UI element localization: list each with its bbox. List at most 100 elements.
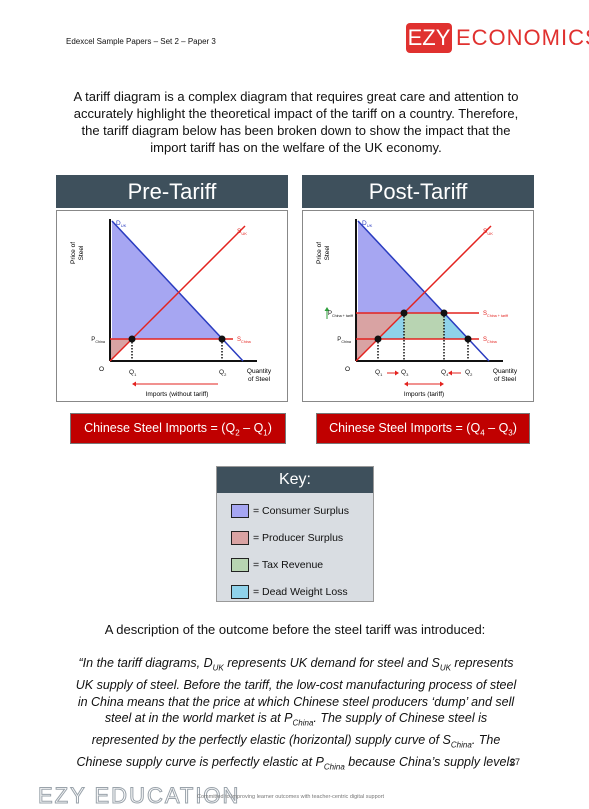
quote-text: . The Chinese supply curve is perfectly … — [76, 733, 501, 769]
caption-text: Chinese Steel Imports = ( — [84, 421, 226, 435]
label-base: D — [116, 220, 121, 227]
key-row: = Consumer Surplus — [231, 497, 373, 524]
label: SChina + tariff — [483, 311, 509, 318]
label-base: Q — [219, 369, 224, 376]
quote-text: because China’s supply levels — [344, 755, 516, 769]
origin: O — [345, 366, 350, 373]
point — [128, 335, 136, 343]
point — [218, 335, 226, 343]
caption: Chinese Steel Imports = (Q4 – Q3) — [316, 413, 530, 444]
caption-text: ) — [512, 421, 517, 435]
caption-text: – — [484, 421, 499, 435]
logo-brand: EZY — [406, 23, 452, 53]
label-sub: UK — [487, 231, 493, 236]
label-base: P — [91, 337, 95, 343]
y-axis-label: Steel — [324, 245, 331, 260]
caption-sub: 1 — [263, 428, 268, 438]
swatch — [231, 584, 249, 599]
label-sub: 4 — [446, 372, 449, 377]
caption-text: Q — [253, 421, 264, 435]
caption-sub: 2 — [235, 428, 240, 438]
label-sub: 2 — [224, 372, 227, 377]
label-base: D — [362, 220, 367, 227]
key-label: = Dead Weight Loss — [253, 585, 348, 598]
label: Q2 — [465, 369, 473, 377]
caption-text: ) — [267, 421, 272, 435]
caption-text: Chinese Steel Imports = ( — [329, 421, 471, 435]
label: SChina — [237, 337, 252, 344]
point — [464, 335, 472, 343]
x-axis-label: Quantity — [247, 368, 272, 375]
label-sub: China — [241, 340, 252, 344]
quote-sub: UK — [212, 663, 224, 673]
label: PChina — [91, 337, 106, 344]
arrow-head — [448, 370, 452, 376]
label-base: S — [483, 311, 487, 317]
label-base: S — [237, 228, 242, 235]
key-label: = Consumer Surplus — [253, 504, 350, 517]
quote-text: . The supply of Chinese steel is represe… — [91, 711, 488, 747]
point — [374, 335, 382, 343]
arrow-head — [404, 381, 408, 387]
label: Q1 — [129, 369, 137, 377]
label-sub: UK — [241, 231, 247, 236]
quote: “In the tariff diagrams, DUK represents … — [70, 655, 522, 776]
label-base: S — [237, 337, 241, 343]
label-sub: 3 — [406, 372, 409, 377]
caption-sub: 4 — [480, 428, 485, 438]
label-sub: 1 — [134, 372, 137, 377]
key-label: = Tax Revenue — [253, 558, 324, 571]
label: Q1 — [375, 369, 383, 377]
tax-revenue — [404, 313, 444, 339]
x-axis-label: Quantity — [493, 368, 518, 375]
label-base: Q — [129, 369, 134, 376]
quote-sub: UK — [439, 663, 451, 673]
label-base: Q — [465, 369, 470, 376]
label-sub: UK — [121, 223, 127, 228]
label-sub: China — [95, 340, 106, 344]
label: SChina — [483, 337, 498, 344]
label-base: S — [483, 337, 487, 343]
label-base: P — [328, 311, 332, 317]
caption-sub: 3 — [508, 428, 513, 438]
label: DUK — [362, 220, 373, 228]
label-base: Q — [441, 369, 446, 376]
quote-text: represents UK supply of steel. Before th… — [75, 656, 517, 725]
point — [440, 309, 448, 317]
header-title: Edexcel Sample Papers – Set 2 – Paper 3 — [66, 37, 216, 46]
panel-title: Post-Tariff — [302, 175, 534, 208]
label-base: S — [483, 228, 488, 235]
description-heading: A description of the outcome before the … — [104, 622, 486, 637]
caption-text: Q — [470, 421, 481, 435]
label: DUK — [116, 220, 127, 228]
label: SUK — [237, 228, 247, 236]
label-sub: 2 — [470, 372, 473, 377]
imports-label: Imports (tariff) — [404, 391, 444, 398]
quote-sub: China — [292, 718, 314, 728]
quote-sub: China — [450, 740, 472, 750]
origin: O — [99, 366, 104, 373]
y-axis-label: Steel — [78, 245, 85, 260]
label: PChina — [337, 337, 352, 344]
label-sub: China — [341, 340, 352, 344]
label-sub: China + tariff — [487, 314, 509, 318]
key-title: Key: — [217, 467, 373, 493]
y-axis-label: Price of — [70, 242, 77, 264]
key: Key: = Consumer Surplus = Producer Surpl… — [216, 466, 374, 602]
quote-sub: China — [323, 762, 345, 772]
arrow-head — [132, 381, 136, 387]
label: Q2 — [219, 369, 227, 377]
arrow-head — [324, 307, 330, 311]
label-sub: China — [487, 340, 498, 344]
x-axis-label: of Steel — [248, 376, 271, 383]
label-sub: UK — [367, 223, 373, 228]
quote-text: “In the tariff diagrams, D — [78, 656, 213, 670]
logo-name: ECONOMICS — [456, 25, 589, 50]
y-axis-label: Price of — [316, 242, 323, 264]
intro: A tariff diagram is a complex diagram th… — [73, 89, 519, 155]
arrow-head — [395, 370, 399, 376]
key-row: = Producer Surplus — [231, 524, 373, 551]
